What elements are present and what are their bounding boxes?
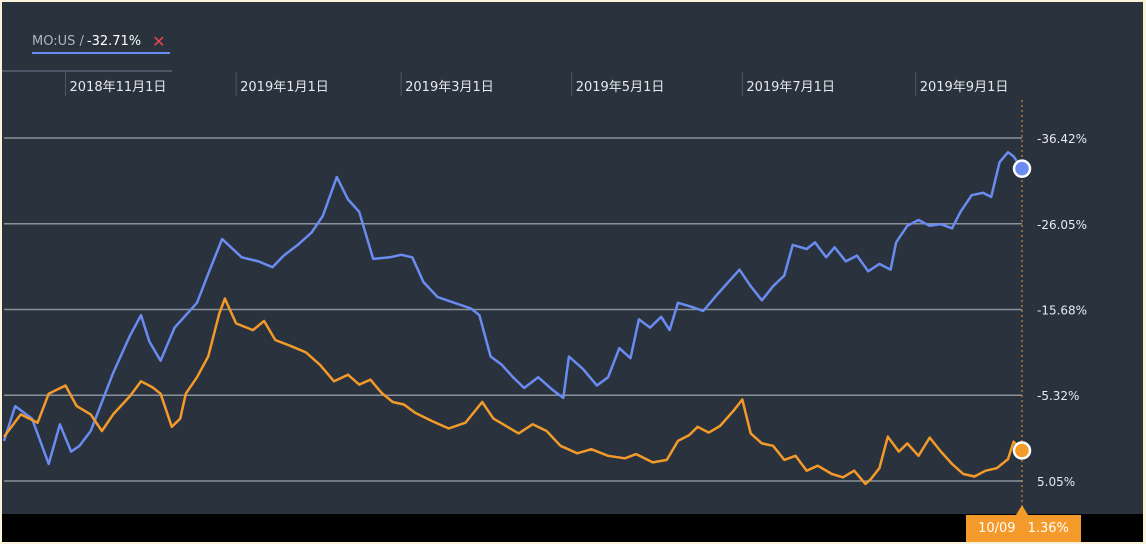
series-line-mo — [2, 150, 1024, 466]
cursor-date: 10/09 — [978, 521, 1016, 536]
series-line-compare — [3, 297, 1023, 486]
legend[interactable]: MO:US / -32.71% ✕ — [32, 30, 170, 54]
cursor-readout-badge: 10/09 1.36% — [966, 515, 1081, 542]
x-tick-label: 2019年7月1日 — [746, 80, 835, 95]
cursor-value: 1.36% — [1027, 521, 1069, 536]
timeline-bar — [2, 514, 1143, 542]
y-tick-label: -15.68% — [1037, 304, 1087, 318]
x-tick-label: 2019年1月1日 — [240, 80, 329, 95]
cursor-pointer-icon — [1016, 505, 1028, 515]
y-tick-label: -5.32% — [1037, 389, 1079, 403]
legend-ticker: MO:US / — [32, 33, 84, 49]
y-tick-label: -26.05% — [1037, 218, 1087, 232]
legend-value: -32.71% — [86, 33, 142, 49]
y-tick-label: -36.42% — [1037, 132, 1087, 146]
x-tick-label: 2018年11月1日 — [69, 80, 167, 95]
series-end-marker-mo — [1012, 159, 1032, 178]
y-tick-label: 5.05% — [1037, 475, 1075, 489]
date-axis-divider — [2, 70, 172, 72]
close-icon[interactable]: ✕ — [152, 31, 166, 51]
x-tick-label: 2019年3月1日 — [405, 80, 494, 95]
series-end-marker-compare — [1012, 441, 1032, 460]
x-tick-label: 2019年5月1日 — [575, 80, 665, 95]
x-tick-label: 2019年9月1日 — [919, 80, 1009, 95]
